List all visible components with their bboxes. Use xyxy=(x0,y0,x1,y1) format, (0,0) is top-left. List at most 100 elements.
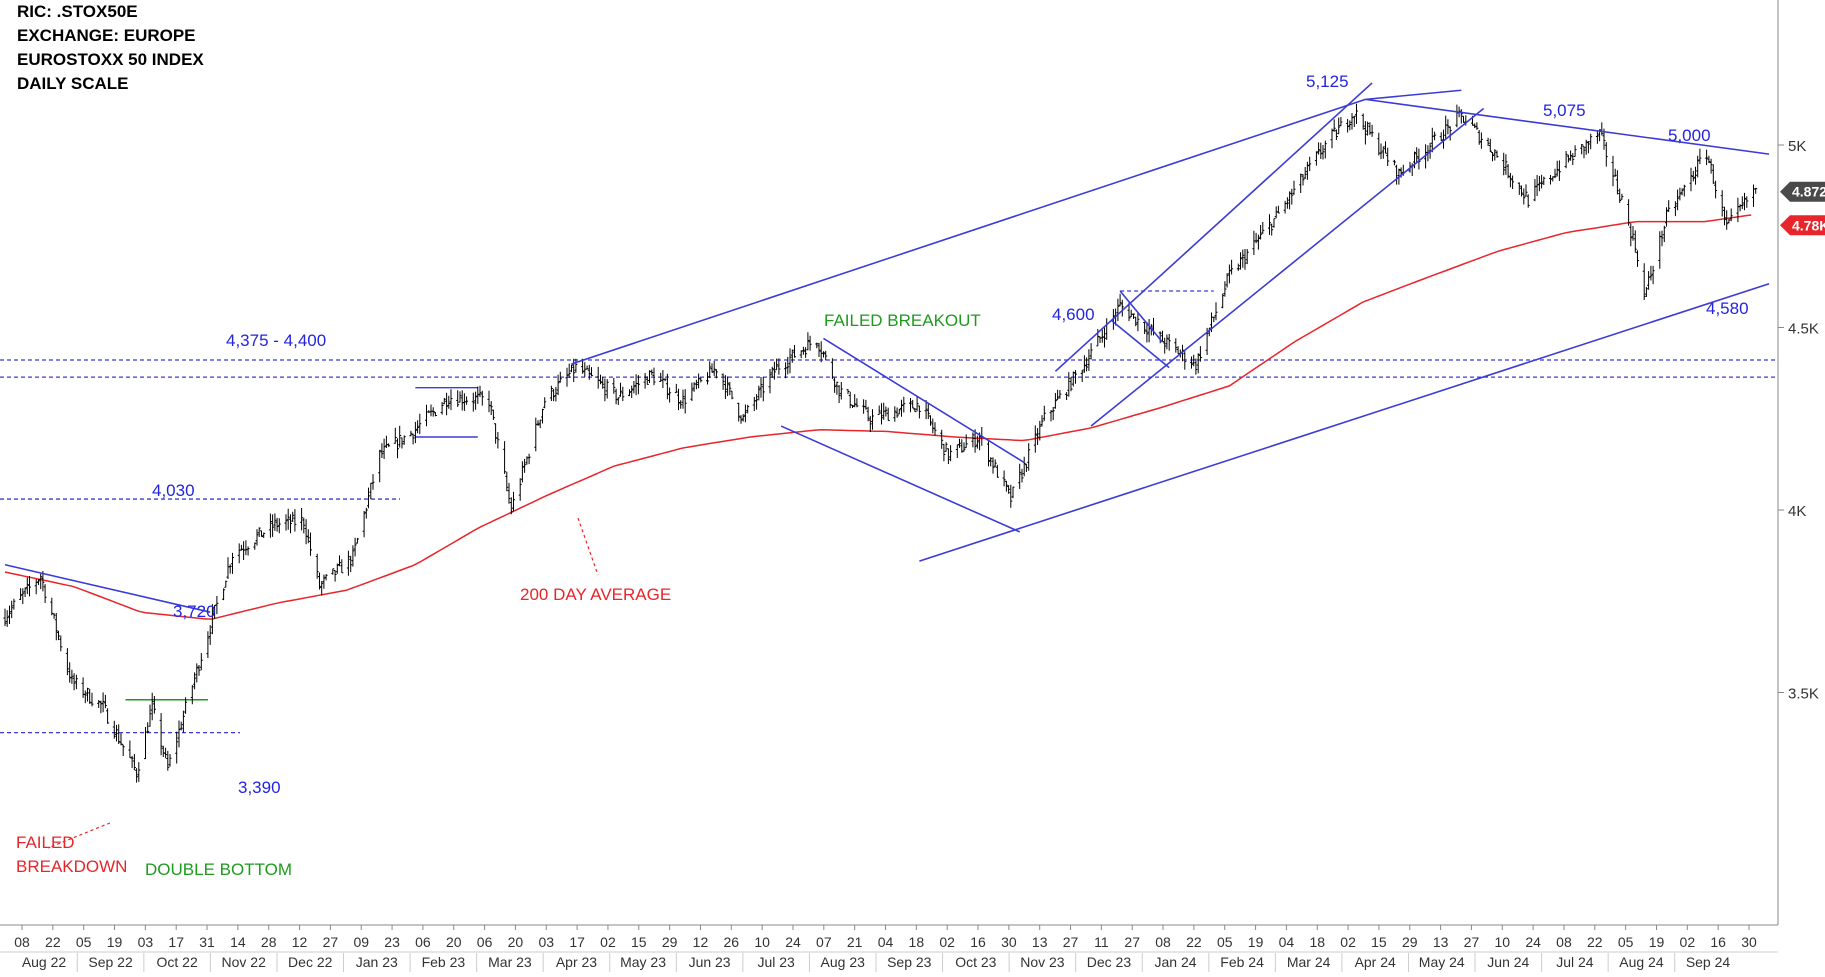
price-bar xyxy=(1158,331,1162,344)
price-bar xyxy=(1573,145,1577,157)
price-bar xyxy=(601,376,605,389)
price-bar xyxy=(1611,155,1615,187)
price-bar xyxy=(1392,159,1396,166)
x-month-label: Apr 24 xyxy=(1355,954,1396,970)
price-bar xyxy=(34,579,38,595)
x-day-label: 06 xyxy=(415,934,431,950)
x-day-label: 05 xyxy=(76,934,92,950)
price-bar xyxy=(1049,410,1053,422)
price-bar xyxy=(1651,265,1655,285)
price-bar xyxy=(8,605,11,624)
price-bar xyxy=(839,382,843,400)
price-bar xyxy=(487,390,491,413)
price-bar xyxy=(590,367,593,377)
price-bar xyxy=(175,731,179,764)
x-month-label: Sep 22 xyxy=(88,954,133,970)
price-bar xyxy=(1350,113,1354,130)
ma-label-pointer xyxy=(577,517,599,576)
y-tick-label: 4.5K xyxy=(1788,321,1819,338)
price-bar xyxy=(101,692,105,713)
price-bar xyxy=(1190,356,1193,369)
price-bar xyxy=(1517,182,1521,195)
price-bar xyxy=(210,604,214,635)
price-bar xyxy=(474,391,478,410)
price-bar xyxy=(1696,155,1700,178)
price-bar xyxy=(284,514,288,531)
price-bar xyxy=(817,342,821,357)
price-bar xyxy=(770,366,774,378)
price-bar xyxy=(788,348,792,374)
x-day-label: 11 xyxy=(1094,934,1109,950)
price-bar xyxy=(1127,302,1131,322)
price-bar xyxy=(1649,265,1653,281)
price-bar xyxy=(628,389,631,397)
price-bar xyxy=(1629,223,1633,247)
price-bar xyxy=(115,724,118,742)
x-day-label: 29 xyxy=(662,934,678,950)
x-month-label: Oct 23 xyxy=(955,954,996,970)
x-day-label: 27 xyxy=(1063,934,1079,950)
price-bar xyxy=(1446,119,1450,135)
price-bar xyxy=(993,459,997,468)
price-bar xyxy=(1085,357,1089,372)
price-bar xyxy=(65,648,69,676)
price-bar xyxy=(808,335,812,351)
x-day-label: 30 xyxy=(1741,934,1757,950)
price-bar xyxy=(1163,337,1167,354)
price-bar xyxy=(819,341,823,363)
price-bar xyxy=(244,540,248,556)
price-bar xyxy=(1506,164,1510,179)
annotation-label: 4,600 xyxy=(1052,305,1095,324)
price-bar xyxy=(1303,167,1307,179)
price-bar xyxy=(460,390,464,411)
price-bar xyxy=(1586,141,1590,154)
price-bar xyxy=(1644,287,1648,297)
x-day-label: 16 xyxy=(1710,934,1726,950)
price-bar xyxy=(19,588,23,600)
price-bar xyxy=(1667,200,1671,212)
price-bar xyxy=(1428,142,1432,159)
x-day-label: 08 xyxy=(1556,934,1572,950)
price-bar xyxy=(815,342,819,349)
price-bar xyxy=(246,546,250,556)
x-day-label: 05 xyxy=(1217,934,1233,950)
x-day-label: 17 xyxy=(168,934,184,950)
annotation-label: 4,030 xyxy=(152,481,195,500)
price-bar xyxy=(1056,389,1060,401)
price-bar xyxy=(554,386,558,402)
price-bar xyxy=(556,374,560,396)
x-day-label: 24 xyxy=(1525,934,1541,950)
annotation-label: 5,075 xyxy=(1543,101,1586,120)
price-bar xyxy=(1276,205,1280,214)
price-bar xyxy=(1053,393,1057,409)
price-bar xyxy=(1694,166,1697,185)
price-bar xyxy=(567,363,571,378)
trendline xyxy=(1054,82,1373,372)
price-bar xyxy=(621,386,625,402)
price-bar xyxy=(1549,175,1552,185)
price-bar xyxy=(603,378,607,402)
price-bar xyxy=(494,423,498,444)
price-bar xyxy=(1118,293,1122,307)
header-exchange: EXCHANGE: EUROPE xyxy=(17,26,196,45)
x-day-label: 22 xyxy=(1587,934,1603,950)
price-bar xyxy=(1495,150,1499,158)
price-bar xyxy=(496,432,500,449)
price-bar xyxy=(128,740,132,759)
price-bar xyxy=(106,708,110,724)
price-bar xyxy=(712,360,716,376)
x-day-label: 03 xyxy=(538,934,554,950)
price-bar xyxy=(775,358,779,371)
x-day-label: 03 xyxy=(138,934,154,950)
price-bar xyxy=(1317,142,1321,155)
price-bar xyxy=(645,376,649,385)
price-bar xyxy=(730,390,734,400)
price-bar xyxy=(699,377,703,383)
x-day-label: 08 xyxy=(1155,934,1171,950)
annotation-label: FAILED xyxy=(16,833,75,852)
price-bar xyxy=(913,408,917,413)
price-bar xyxy=(1120,299,1124,317)
price-bar xyxy=(1214,302,1218,321)
price-bar xyxy=(1522,188,1526,205)
x-day-label: 02 xyxy=(600,934,616,950)
